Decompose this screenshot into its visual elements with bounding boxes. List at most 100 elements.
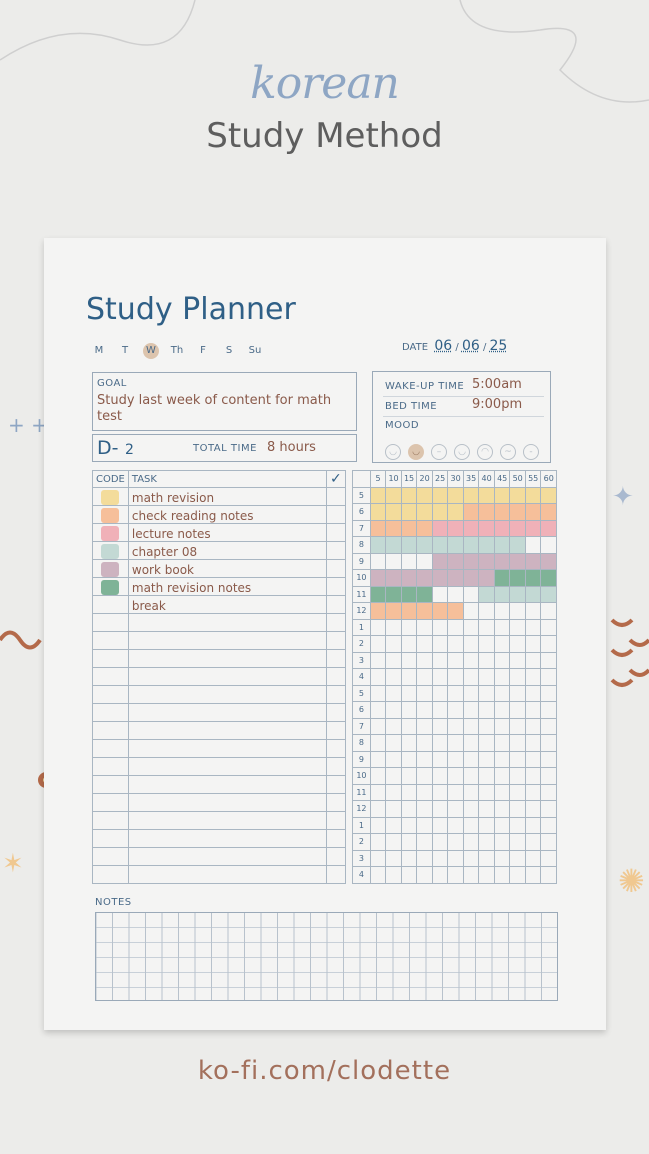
time-cell[interactable]: [416, 800, 433, 818]
time-cell[interactable]: [416, 701, 433, 719]
time-cell-filled[interactable]: [416, 569, 433, 587]
time-cell[interactable]: [400, 734, 418, 752]
task-name[interactable]: [127, 739, 328, 758]
task-row[interactable]: check reading notes: [92, 505, 346, 524]
time-cell-filled[interactable]: [478, 569, 495, 587]
time-cell-filled[interactable]: [509, 503, 526, 521]
time-cell[interactable]: [493, 816, 511, 834]
task-name[interactable]: math revision: [127, 487, 328, 506]
time-cell-filled[interactable]: [540, 486, 557, 504]
time-cell-filled[interactable]: [462, 536, 480, 554]
time-cell[interactable]: [447, 585, 464, 603]
time-cell[interactable]: [478, 800, 495, 818]
time-cell-filled[interactable]: [416, 519, 433, 537]
time-cell[interactable]: [400, 651, 418, 669]
time-cell-filled[interactable]: [416, 486, 433, 504]
time-cell-filled[interactable]: [369, 585, 387, 603]
time-cell[interactable]: [416, 651, 433, 669]
time-cell[interactable]: [385, 734, 402, 752]
time-cell[interactable]: [462, 585, 480, 603]
time-cell[interactable]: [416, 750, 433, 768]
time-cell[interactable]: [462, 767, 480, 785]
time-cell-filled[interactable]: [431, 503, 449, 521]
task-name[interactable]: [127, 865, 328, 884]
time-cell-filled[interactable]: [400, 569, 418, 587]
time-cell[interactable]: [416, 668, 433, 686]
time-cell[interactable]: [447, 767, 464, 785]
time-cell[interactable]: [478, 651, 495, 669]
time-cell[interactable]: [416, 635, 433, 653]
time-cell[interactable]: [540, 668, 557, 686]
time-cell-filled[interactable]: [447, 569, 464, 587]
task-name[interactable]: [127, 613, 328, 632]
task-row[interactable]: [92, 793, 346, 812]
task-checkbox[interactable]: [326, 829, 346, 848]
time-cell[interactable]: [369, 833, 387, 851]
time-cell-filled[interactable]: [509, 552, 526, 570]
time-cell-filled[interactable]: [385, 585, 402, 603]
mood-grin-icon-selected[interactable]: ◡: [408, 444, 424, 460]
task-row[interactable]: [92, 757, 346, 776]
task-row[interactable]: [92, 829, 346, 848]
time-cell[interactable]: [431, 849, 449, 867]
time-cell[interactable]: [385, 668, 402, 686]
time-cell-filled[interactable]: [493, 552, 511, 570]
task-checkbox[interactable]: [326, 577, 346, 596]
time-cell[interactable]: [509, 816, 526, 834]
time-cell[interactable]: [524, 635, 542, 653]
time-cell[interactable]: [524, 651, 542, 669]
time-cell[interactable]: [493, 668, 511, 686]
task-row[interactable]: [92, 739, 346, 758]
time-cell-filled[interactable]: [524, 503, 542, 521]
time-cell[interactable]: [540, 717, 557, 735]
day-s[interactable]: S: [225, 345, 233, 356]
time-cell[interactable]: [431, 816, 449, 834]
dday-box[interactable]: D- 2 TOTAL TIME 8 hours: [92, 434, 357, 462]
time-cell[interactable]: [493, 701, 511, 719]
goal-box[interactable]: GOAL Study last week of content for math…: [92, 372, 357, 431]
time-cell[interactable]: [447, 684, 464, 702]
time-cell[interactable]: [524, 866, 542, 884]
day-f[interactable]: F: [200, 345, 206, 356]
time-cell[interactable]: [540, 602, 557, 620]
time-cell[interactable]: [447, 750, 464, 768]
time-cell[interactable]: [447, 668, 464, 686]
time-cell[interactable]: [509, 602, 526, 620]
time-cell[interactable]: [509, 618, 526, 636]
time-cell[interactable]: [540, 701, 557, 719]
time-cell[interactable]: [400, 635, 418, 653]
task-name[interactable]: break: [127, 595, 328, 614]
task-row[interactable]: math revision notes: [92, 577, 346, 596]
time-cell[interactable]: [400, 701, 418, 719]
time-cell-filled[interactable]: [447, 536, 464, 554]
task-row[interactable]: break: [92, 595, 346, 614]
time-cell[interactable]: [493, 767, 511, 785]
time-cell[interactable]: [431, 618, 449, 636]
time-cell[interactable]: [540, 684, 557, 702]
time-cell-filled[interactable]: [540, 503, 557, 521]
time-cell[interactable]: [509, 849, 526, 867]
task-checkbox[interactable]: [326, 541, 346, 560]
time-cell-filled[interactable]: [478, 585, 495, 603]
task-checkbox[interactable]: [326, 811, 346, 830]
time-cell[interactable]: [540, 635, 557, 653]
time-cell-filled[interactable]: [462, 486, 480, 504]
time-cell[interactable]: [478, 717, 495, 735]
time-cell[interactable]: [385, 833, 402, 851]
time-cell-filled[interactable]: [540, 552, 557, 570]
task-name[interactable]: [127, 649, 328, 668]
task-checkbox[interactable]: [326, 775, 346, 794]
time-cell[interactable]: [431, 585, 449, 603]
task-row[interactable]: [92, 811, 346, 830]
task-checkbox[interactable]: [326, 523, 346, 542]
time-cell[interactable]: [462, 849, 480, 867]
time-cell[interactable]: [524, 750, 542, 768]
time-cell[interactable]: [369, 849, 387, 867]
task-name[interactable]: [127, 685, 328, 704]
task-checkbox[interactable]: [326, 487, 346, 506]
time-cell[interactable]: [462, 800, 480, 818]
time-cell[interactable]: [524, 668, 542, 686]
task-row[interactable]: lecture notes: [92, 523, 346, 542]
time-cell[interactable]: [478, 767, 495, 785]
time-cell-filled[interactable]: [493, 503, 511, 521]
